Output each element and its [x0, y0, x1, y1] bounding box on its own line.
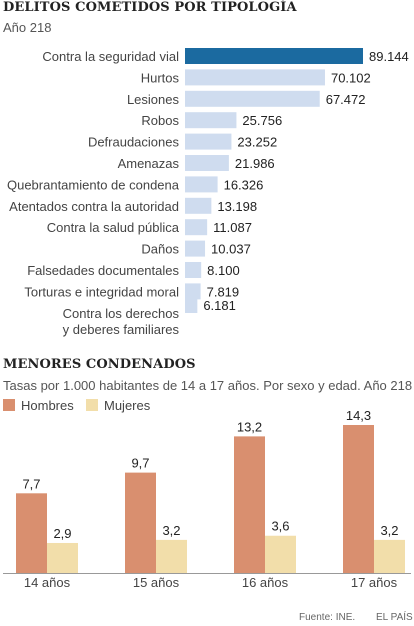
bar-5	[185, 155, 229, 171]
category-label-2: Lesiones	[127, 92, 180, 107]
bar-2	[185, 90, 320, 107]
value-label-12: 6.181	[203, 298, 236, 313]
bar-11	[185, 283, 201, 300]
value-label-hombres-1: 9,7	[131, 456, 149, 471]
bar-12	[185, 297, 198, 313]
bar-mujeres-1	[156, 539, 187, 573]
value-label-3: 25.756	[242, 113, 282, 128]
bar-0	[185, 48, 363, 64]
bar-mujeres-3	[374, 539, 405, 573]
crimes-bar-chart: 89.144 Contra la seguridad vial 70.102 Hurt…	[7, 48, 409, 337]
bar-6	[185, 176, 218, 193]
category-label-8: Contra la salud pública	[47, 220, 180, 235]
bar-8	[185, 219, 208, 236]
chart2-title: MENORES CONDENADOS	[3, 357, 196, 372]
credit: EL PAÍS	[376, 612, 413, 623]
category-label-0: Contra la seguridad vial	[42, 49, 179, 64]
legend-swatch-1	[86, 399, 98, 411]
value-label-8: 11.087	[213, 220, 252, 235]
value-label-5: 21.986	[235, 156, 275, 171]
category-label-9: Daños	[141, 242, 179, 257]
category-label-12-line1: Contra los derechos	[63, 306, 180, 321]
value-label-hombres-0: 7,7	[22, 476, 40, 491]
category-label-3: Robos	[141, 113, 179, 128]
source-note: Fuente: INE.	[299, 612, 356, 623]
value-label-11: 7.819	[207, 284, 240, 299]
category-label-6: Quebrantamiento de condena	[7, 177, 180, 192]
category-label-7: Atentados contra la autoridad	[9, 199, 179, 214]
value-label-4: 23.252	[237, 135, 277, 150]
value-label-10: 8.100	[207, 263, 240, 278]
value-label-hombres-3: 14,3	[346, 408, 371, 423]
bar-1	[185, 69, 325, 86]
bar-9	[185, 240, 206, 257]
value-label-7: 13.198	[217, 199, 257, 214]
x-tick-label-0: 14 años	[24, 575, 71, 590]
legend-swatch-0	[3, 399, 15, 411]
x-tick-label-1: 15 años	[133, 575, 180, 590]
legend-label-0: Hombres	[21, 398, 74, 413]
category-label-5: Amenazas	[118, 156, 180, 171]
value-label-0: 89.144	[369, 49, 409, 64]
bar-hombres-1	[125, 472, 156, 573]
category-label-12-line2: y deberes familiares	[63, 322, 180, 337]
value-label-2: 67.472	[326, 92, 366, 107]
category-label-4: Defraudaciones	[88, 135, 180, 150]
value-label-hombres-2: 13,2	[237, 419, 262, 434]
value-label-mujeres-2: 3,6	[271, 519, 289, 534]
bar-hombres-3	[343, 425, 374, 573]
bar-7	[185, 197, 212, 214]
category-label-1: Hurtos	[141, 70, 180, 85]
value-label-mujeres-1: 3,2	[162, 523, 180, 538]
bar-3	[185, 112, 237, 129]
chart1-subtitle: Año 218	[3, 20, 52, 35]
value-label-mujeres-3: 3,2	[380, 523, 398, 538]
bar-hombres-0	[16, 493, 47, 573]
bar-mujeres-0	[47, 542, 78, 573]
x-tick-label-2: 16 años	[242, 575, 289, 590]
category-label-11: Torturas e integridad moral	[24, 284, 179, 299]
x-tick-label-3: 17 años	[351, 575, 398, 590]
value-label-6: 16.326	[224, 177, 264, 192]
chart1-title: DELITOS COMETIDOS POR TIPOLOGÍA	[3, 0, 297, 15]
chart2-subtitle: Tasas por 1.000 habitantes de 14 a 17 añ…	[3, 378, 413, 393]
value-label-1: 70.102	[331, 70, 371, 85]
value-label-mujeres-0: 2,9	[53, 526, 71, 541]
bar-hombres-2	[234, 436, 265, 573]
bar-10	[185, 262, 202, 278]
bar-mujeres-2	[265, 535, 296, 573]
legend-label-1: Mujeres	[104, 398, 151, 413]
category-label-10: Falsedades documentales	[27, 263, 179, 278]
bar-4	[185, 133, 232, 150]
value-label-9: 10.037	[211, 242, 251, 257]
